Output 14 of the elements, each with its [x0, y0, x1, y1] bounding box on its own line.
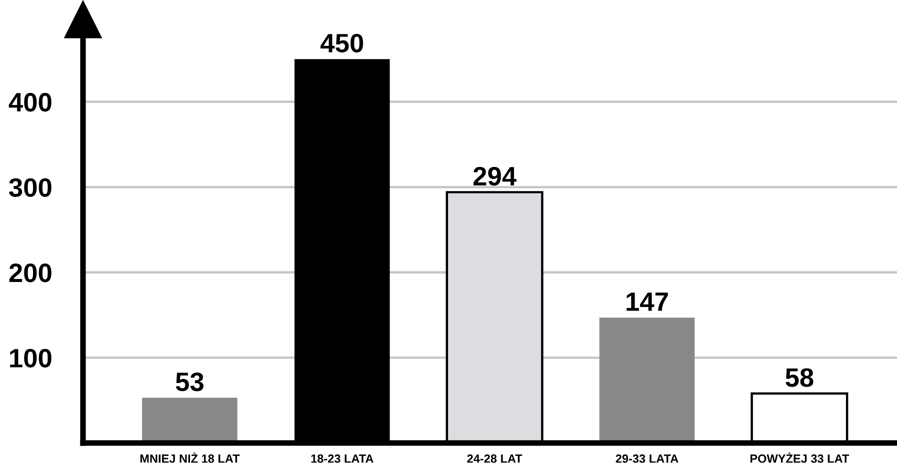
x-tick-label: MNIEJ NIŻ 18 LAT	[140, 452, 240, 463]
y-tick-label: 300	[9, 178, 52, 197]
y-tick-label: 100	[10, 348, 52, 368]
data-label: 294	[473, 166, 516, 186]
x-tick-label: 29-33 LATA	[616, 454, 678, 463]
y-tick-label: 200	[9, 264, 52, 282]
data-label: 53	[176, 372, 204, 392]
data-label: 147	[626, 292, 668, 311]
data-label: 450	[320, 34, 364, 53]
x-tick-label: 24-28 LAT	[467, 454, 522, 463]
y-tick-label: 400	[8, 92, 52, 112]
x-tick-label: 18-23 LATA	[311, 454, 374, 463]
x-tick-label: POWYŻEJ 33 LAT	[750, 452, 850, 463]
data-label: 58	[786, 368, 814, 387]
